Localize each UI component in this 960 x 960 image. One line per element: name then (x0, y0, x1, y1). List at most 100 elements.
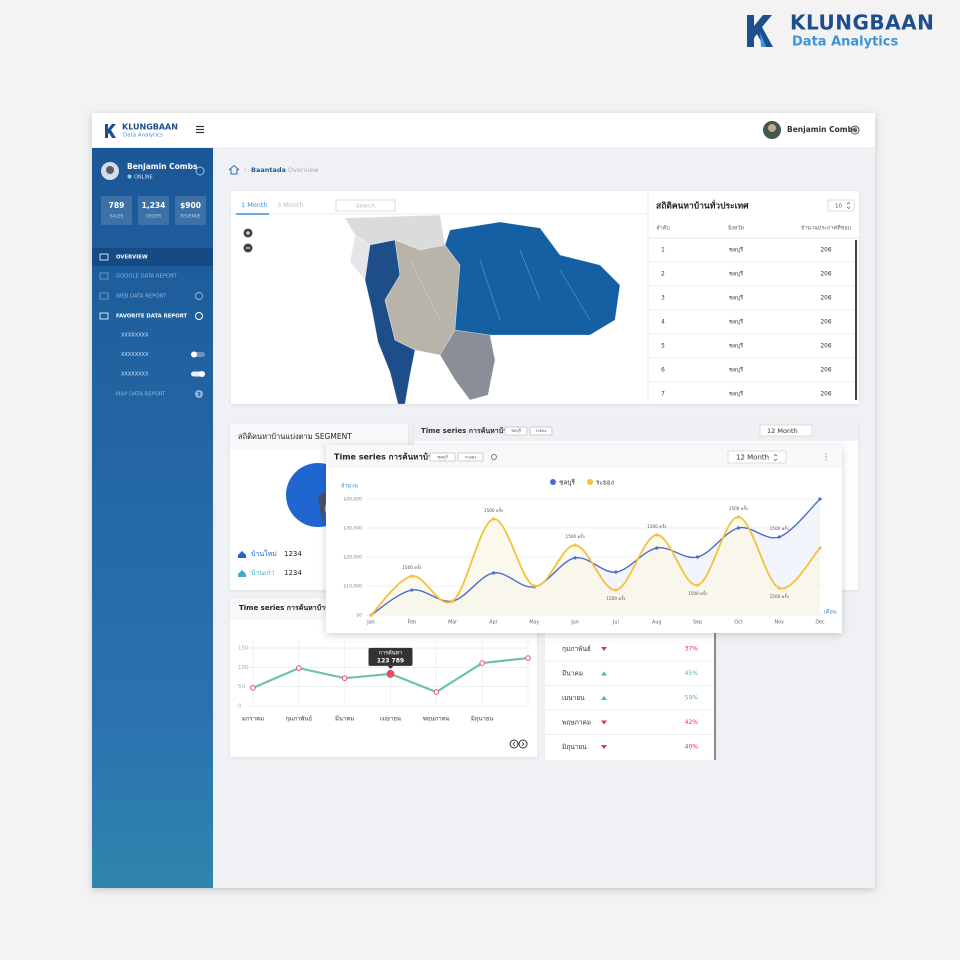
legend-label: ชลบุรี (559, 479, 576, 487)
table-cell: ชลบุรี (729, 391, 743, 398)
tab[interactable]: 1 Month (241, 201, 268, 209)
data-annotation: 1500 ครั้ง (688, 590, 707, 596)
panel-title: Time series การค้นหาบ้าน (421, 426, 512, 435)
table-cell: 5 (661, 344, 665, 350)
tooltip (368, 647, 413, 666)
menu-item[interactable]: MAP DATA REPORT (116, 392, 166, 398)
y-tick-label: $20,000 (343, 555, 362, 561)
menu-item[interactable]: OVERVIEW (116, 255, 148, 261)
info-icon (491, 454, 497, 460)
change-value: 45% (685, 670, 699, 677)
legend-label: บ้านใหม่ (251, 549, 277, 558)
line-point (573, 543, 577, 547)
x-tick-label: Mar (448, 620, 457, 626)
map-border (479, 259, 501, 321)
line-point (777, 535, 781, 539)
table-cell: 206 (820, 368, 831, 374)
data-annotation: 1500 ครั้ง (770, 525, 789, 531)
breadcrumb-item[interactable]: Baantada (251, 166, 286, 174)
map-panel-title: สถิติคนหาบ้านทั่วประเทศ (656, 199, 749, 212)
line-point (386, 669, 395, 678)
stat-label: REVENUE (180, 214, 201, 220)
stat-box (138, 196, 169, 225)
topbar-logo (105, 124, 116, 138)
page-size-select[interactable] (827, 199, 855, 212)
x-tick-label: มกราคม (242, 716, 264, 723)
table-cell: 6 (661, 368, 665, 374)
menu-icon (99, 312, 109, 320)
line-point (479, 660, 485, 666)
zoom-in-icon (246, 231, 250, 235)
line-point (491, 571, 496, 575)
data-annotation: 1500 ครั้ง (770, 593, 789, 599)
change-value: 40% (685, 744, 699, 751)
search-box[interactable] (335, 199, 396, 212)
data-annotation: 1500 ครั้ง (606, 595, 625, 601)
line-point (532, 584, 536, 588)
menu-collapse[interactable] (195, 312, 203, 320)
prev-button[interactable] (509, 739, 519, 749)
x-tick-label: พฤษภาคม (423, 716, 450, 723)
data-annotation: 1500 ครั้ง (566, 533, 585, 539)
line-point (614, 570, 618, 574)
next-button[interactable] (518, 739, 528, 749)
x-tick-label: Oct (734, 620, 742, 626)
menu-icon (99, 272, 109, 280)
menu-active (92, 248, 213, 266)
menu-item[interactable]: FAVORITE DATA REPORT (116, 314, 188, 320)
menu-item[interactable]: WEB DATA REPORT (116, 294, 167, 300)
more-dot (825, 456, 827, 458)
menu-badge-count: 3 (197, 392, 201, 398)
period-select[interactable] (727, 450, 787, 464)
x-tick-label: Jan (366, 620, 374, 626)
y-tick-label: 0 (238, 704, 242, 710)
line-point (655, 533, 659, 537)
y-tick-label: 150 (238, 646, 249, 652)
scrollbar (855, 240, 857, 400)
sidebar-status: ONLINE (134, 175, 153, 181)
line-point (573, 556, 577, 560)
map-border (559, 269, 591, 321)
area-fill (371, 516, 820, 615)
user-menu-button[interactable] (850, 125, 860, 135)
tab[interactable]: 3 Month (277, 201, 304, 209)
sidebar (92, 148, 213, 888)
table-cell: 206 (820, 392, 831, 398)
house-icon (238, 570, 246, 577)
pie-slice (318, 492, 328, 522)
power-button[interactable] (195, 166, 205, 176)
period-select-value: 12 Month (736, 454, 769, 462)
map-region[interactable] (444, 221, 621, 336)
menu-item[interactable]: GOOGLE DATA REPORT (116, 274, 178, 280)
month-label: พฤษภาคม (562, 719, 591, 727)
breadcrumb-sep: › (244, 167, 246, 174)
submenu-item[interactable]: XXXXXXXX (121, 352, 149, 358)
line-point (736, 526, 740, 530)
data-annotation: 1500 ครั้ง (647, 523, 666, 529)
table-cell: 3 (661, 296, 665, 302)
period-select[interactable] (759, 424, 813, 437)
submenu-item[interactable]: XXXXXXXX (121, 333, 149, 339)
x-tick-label: Jun (570, 620, 579, 626)
line-point (433, 689, 440, 695)
chip-label: ชลบุรี (511, 428, 522, 434)
sidebar-user: Benjamin Combs (127, 162, 198, 171)
toggle-knob (199, 371, 205, 377)
x-tick-label: May (529, 620, 539, 626)
submenu-item[interactable]: XXXXXXXX (121, 372, 149, 378)
table-cell: ชลบุรี (729, 319, 743, 326)
line-point (818, 546, 822, 550)
user-menu-chevron (852, 129, 858, 133)
legend-label: ระยอง (596, 479, 614, 487)
line-point (369, 613, 373, 617)
status-dot (127, 174, 132, 179)
line-point (695, 555, 700, 559)
chip[interactable] (457, 452, 484, 462)
y-tick-label: $10,000 (343, 584, 362, 590)
menu-expand[interactable] (195, 292, 203, 300)
chip[interactable] (429, 452, 456, 462)
chip[interactable] (529, 426, 553, 436)
chart-title: Time series การค้นหาบ้าน (239, 603, 330, 612)
chip[interactable] (504, 426, 528, 436)
